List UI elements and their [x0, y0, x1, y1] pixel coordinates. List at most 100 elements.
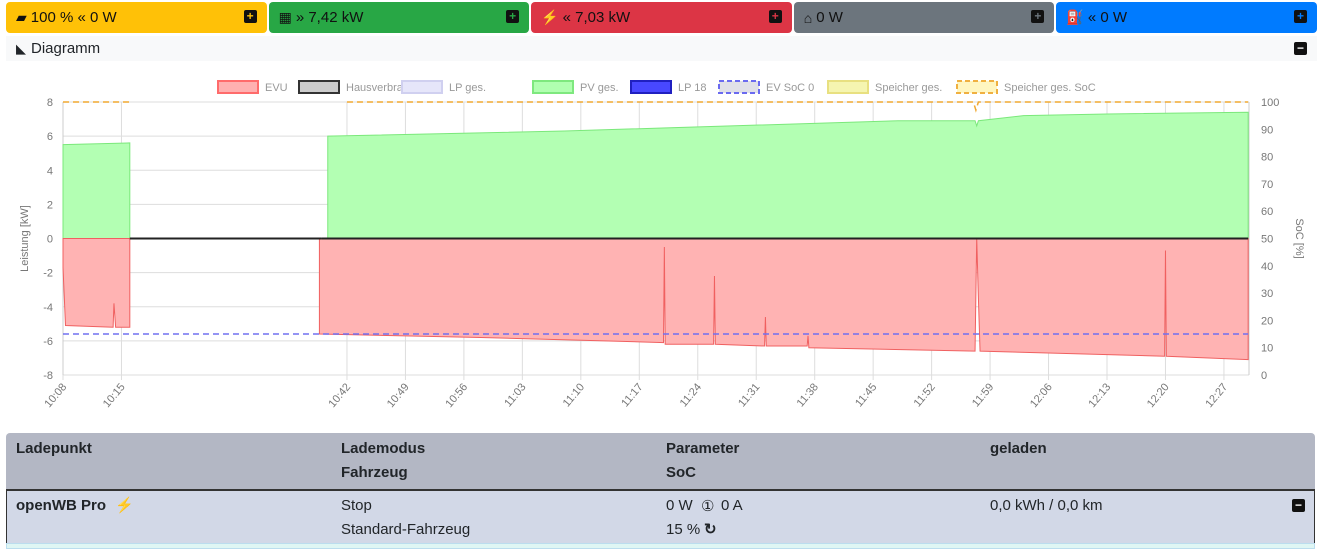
vehicle-soc: 15 %	[666, 521, 701, 538]
legend-swatch	[630, 80, 672, 94]
status-button-3[interactable]: ⌂ 0 W +	[793, 2, 1055, 33]
y2-tick-label: 50	[1261, 234, 1273, 246]
y-tick-label: -8	[43, 370, 53, 382]
evu-area	[62, 238, 131, 328]
status-value: » 7,42 kW	[295, 9, 364, 26]
speicher-soc-line	[346, 101, 1249, 113]
status-button-4[interactable]: ⛽ « 0 W +	[1056, 2, 1317, 33]
refresh-soc-icon[interactable]: ↻	[704, 521, 717, 538]
legend-label: EVU	[265, 82, 288, 94]
status-button-2[interactable]: ⚡ « 7,03 kW +	[531, 2, 792, 33]
status-value: « 7,03 kW	[562, 9, 631, 26]
x-tick-label: 10:49	[385, 381, 412, 410]
pv-area	[327, 111, 1249, 239]
diagram-header[interactable]: ◣ Diagramm −	[6, 36, 1317, 61]
x-tick-label: 11:59	[970, 381, 996, 409]
vehicle-name[interactable]: Standard-Fahrzeug	[341, 521, 471, 538]
header-parameter: Parameter	[666, 440, 740, 457]
diagram-title: Diagramm	[31, 40, 101, 57]
table-row[interactable]: openWB Pro ⚡ Stop Standard-Fahrzeug 0 W …	[6, 489, 1315, 544]
expand-icon[interactable]: +	[1293, 10, 1307, 23]
y-tick-label: 8	[47, 97, 53, 109]
y2-tick-label: 20	[1261, 315, 1273, 327]
charge-mode[interactable]: Stop	[341, 497, 372, 514]
x-tick-label: 11:45	[853, 381, 879, 409]
expand-icon[interactable]: +	[506, 10, 520, 23]
legend-swatch	[298, 80, 340, 94]
legend-swatch	[532, 80, 574, 94]
expand-icon[interactable]: +	[243, 10, 257, 23]
x-tick-label: 12:27	[1203, 381, 1230, 410]
chargepoint-name: openWB Pro	[16, 497, 106, 514]
collapse-button[interactable]: −	[1294, 42, 1307, 55]
expand-icon[interactable]: +	[768, 10, 782, 23]
y-tick-label: -6	[43, 336, 53, 348]
header-lademodus: Lademodus	[341, 440, 426, 457]
x-tick-label: 11:31	[736, 381, 762, 409]
status-button-1[interactable]: ▦» 7,42 kW +	[268, 2, 530, 33]
legend-swatch	[217, 80, 259, 94]
x-tick-label: 10:08	[42, 381, 69, 410]
collapse-row-button[interactable]: −	[1292, 499, 1305, 512]
status-value: 0 W	[816, 9, 843, 26]
y-tick-label: 4	[47, 165, 53, 177]
y2-axis-label: SoC [%]	[1293, 218, 1305, 258]
y-tick-label: -4	[43, 302, 53, 314]
chargepoint-table: Ladepunkt Lademodus Fahrzeug Parameter S…	[6, 433, 1315, 544]
charged-energy: 0,0 kWh / 0,0 km	[990, 497, 1103, 514]
charge-current: 0 A	[721, 497, 743, 514]
y2-tick-label: 60	[1261, 206, 1273, 218]
charge-power: 0 W	[666, 497, 693, 514]
x-tick-label: 10:15	[101, 381, 128, 410]
y2-tick-label: 30	[1261, 288, 1273, 300]
power-grid-icon: ⚡	[541, 9, 559, 25]
status-value: 100 % « 0 W	[30, 9, 117, 26]
y-tick-label: -2	[43, 268, 53, 280]
y2-tick-label: 10	[1261, 343, 1273, 355]
x-tick-label: 12:20	[1145, 381, 1172, 410]
header-ladepunkt: Ladepunkt	[16, 440, 92, 457]
x-tick-label: 11:24	[678, 381, 704, 409]
battery-icon: ▰	[16, 9, 27, 25]
legend-swatch	[401, 80, 443, 94]
expand-icon[interactable]: +	[1031, 10, 1045, 23]
status-value: « 0 W	[1087, 9, 1127, 26]
legend-label: EV SoC 0	[766, 82, 814, 94]
pv-area	[62, 142, 131, 239]
y2-tick-label: 90	[1261, 124, 1273, 136]
status-button-0[interactable]: ▰ 100 % « 0 W +	[6, 2, 267, 33]
plug-icon: ⚡	[115, 497, 134, 514]
solar-panel-icon: ▦	[278, 9, 292, 25]
header-fahrzeug: Fahrzeug	[341, 464, 408, 481]
y-tick-label: 0	[47, 234, 53, 246]
home-icon: ⌂	[803, 9, 813, 26]
x-tick-label: 12:06	[1028, 381, 1055, 410]
x-tick-label: 11:17	[619, 381, 645, 409]
chart-area-icon: ◣	[16, 40, 26, 56]
x-tick-label: 11:03	[502, 381, 528, 409]
x-tick-label: 11:10	[561, 381, 587, 409]
legend-swatch	[718, 80, 760, 94]
header-soc: SoC	[666, 464, 696, 481]
table-header: Ladepunkt Lademodus Fahrzeug Parameter S…	[6, 433, 1315, 489]
legend-label: PV ges.	[580, 82, 619, 94]
x-tick-label: 11:52	[912, 381, 938, 409]
legend-label: LP 18	[678, 82, 707, 94]
x-tick-label: 10:56	[443, 381, 470, 410]
y-tick-label: 2	[47, 199, 53, 211]
x-tick-label: 12:13	[1086, 381, 1113, 410]
legend-label: LP ges.	[449, 82, 486, 94]
charging-station-icon: ⛽	[1066, 9, 1084, 25]
legend-swatch	[827, 80, 869, 94]
evu-area	[318, 238, 1249, 361]
header-geladen: geladen	[990, 440, 1047, 457]
legend-label: Speicher ges.	[875, 82, 942, 94]
status-bar: ▰ 100 % « 0 W + ▦» 7,42 kW + ⚡ « 7,03 kW + ⌂ 0 W +…	[6, 2, 1317, 33]
x-tick-label: 11:38	[795, 381, 821, 409]
x-tick-label: 10:42	[326, 381, 353, 410]
y2-tick-label: 40	[1261, 261, 1273, 273]
y2-tick-label: 70	[1261, 179, 1273, 191]
info-row	[6, 543, 1315, 549]
y-tick-label: 6	[47, 131, 53, 143]
y2-tick-label: 100	[1261, 97, 1279, 109]
